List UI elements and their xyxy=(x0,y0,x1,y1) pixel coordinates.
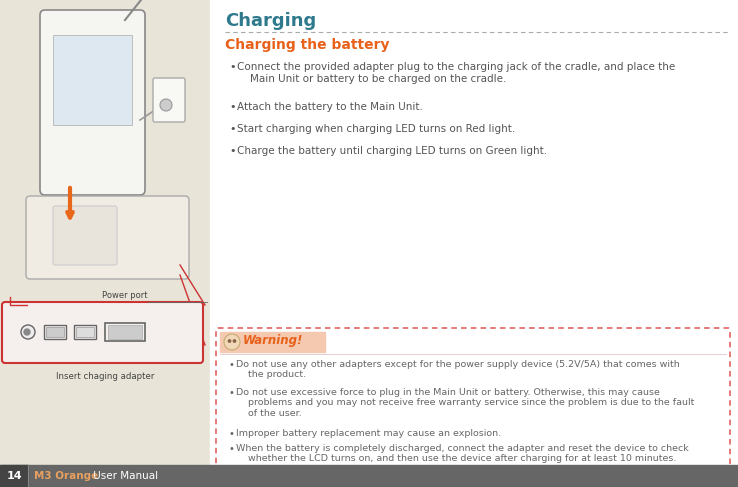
Bar xyxy=(0,465,28,487)
Bar xyxy=(0,0,210,487)
FancyBboxPatch shape xyxy=(26,196,189,279)
Circle shape xyxy=(224,334,240,350)
Text: Improper battery replacement may cause an explosion.: Improper battery replacement may cause a… xyxy=(236,429,501,438)
Circle shape xyxy=(24,329,30,335)
Text: Charging: Charging xyxy=(225,12,317,30)
Bar xyxy=(74,325,96,339)
Bar xyxy=(105,323,145,341)
Text: •: • xyxy=(228,360,234,370)
Text: User Manual: User Manual xyxy=(90,471,158,481)
Text: Do not use excessive force to plug in the Main Unit or battery. Otherwise, this : Do not use excessive force to plug in th… xyxy=(236,388,694,418)
Bar xyxy=(53,35,132,125)
Circle shape xyxy=(233,340,235,342)
Bar xyxy=(76,327,94,337)
Bar xyxy=(46,327,64,337)
Text: •: • xyxy=(229,146,235,156)
Text: Attach the battery to the Main Unit.: Attach the battery to the Main Unit. xyxy=(237,102,423,112)
Bar xyxy=(210,0,738,487)
FancyBboxPatch shape xyxy=(153,78,185,122)
FancyBboxPatch shape xyxy=(53,206,117,265)
Bar xyxy=(44,325,66,339)
Text: Connect the provided adapter plug to the charging jack of the cradle, and place : Connect the provided adapter plug to the… xyxy=(237,62,675,84)
Text: M3 Orange: M3 Orange xyxy=(34,471,98,481)
FancyBboxPatch shape xyxy=(40,10,145,195)
Circle shape xyxy=(160,99,172,111)
Bar xyxy=(108,325,142,339)
Bar xyxy=(220,332,325,352)
Circle shape xyxy=(21,325,35,339)
Text: Start charging when charging LED turns on Red light.: Start charging when charging LED turns o… xyxy=(237,124,515,134)
Text: When the battery is completely discharged, connect the adapter and reset the dev: When the battery is completely discharge… xyxy=(236,444,689,464)
Text: Warning!: Warning! xyxy=(243,334,303,347)
Text: •: • xyxy=(229,124,235,134)
Text: •: • xyxy=(228,388,234,398)
Circle shape xyxy=(228,340,231,342)
FancyBboxPatch shape xyxy=(216,328,730,472)
Text: •: • xyxy=(229,102,235,112)
Text: Charge the battery until charging LED turns on Green light.: Charge the battery until charging LED tu… xyxy=(237,146,547,156)
Bar xyxy=(0,465,738,487)
Text: Power port: Power port xyxy=(103,291,148,300)
FancyBboxPatch shape xyxy=(2,302,203,363)
Text: Insert chaging adapter: Insert chaging adapter xyxy=(56,372,154,381)
Text: •: • xyxy=(228,444,234,454)
Text: Do not use any other adapters except for the power supply device (5.2V/5A) that : Do not use any other adapters except for… xyxy=(236,360,680,379)
Text: •: • xyxy=(228,429,234,439)
Text: •: • xyxy=(229,62,235,72)
Text: 14: 14 xyxy=(6,471,22,481)
Text: Charging the battery: Charging the battery xyxy=(225,38,390,52)
